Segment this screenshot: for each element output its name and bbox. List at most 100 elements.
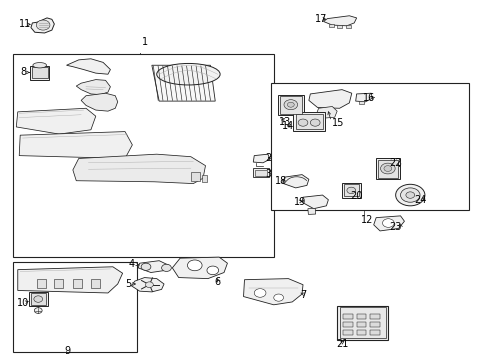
Circle shape [405, 192, 414, 198]
Text: 17: 17 [314, 14, 326, 24]
Circle shape [383, 166, 391, 171]
Bar [345, 25, 350, 28]
Bar [32, 67, 47, 78]
Bar [356, 314, 366, 319]
Text: 2: 2 [265, 153, 271, 163]
Polygon shape [138, 261, 168, 273]
Polygon shape [66, 59, 110, 74]
Circle shape [382, 219, 393, 227]
Text: 4: 4 [128, 259, 134, 269]
Ellipse shape [157, 63, 220, 85]
Ellipse shape [33, 63, 46, 68]
Polygon shape [355, 93, 371, 102]
Bar [29, 292, 47, 306]
Circle shape [284, 100, 297, 110]
Bar [342, 329, 352, 335]
Bar [356, 329, 366, 335]
Polygon shape [31, 18, 54, 33]
Polygon shape [302, 195, 328, 209]
Text: 12: 12 [360, 215, 372, 225]
Polygon shape [253, 154, 269, 163]
Bar [271, 83, 468, 211]
Polygon shape [16, 108, 96, 134]
Bar [13, 262, 137, 352]
Text: 20: 20 [349, 191, 362, 201]
Circle shape [380, 163, 394, 174]
Bar [341, 183, 360, 198]
Bar [277, 95, 304, 116]
Bar [369, 321, 379, 327]
Text: 24: 24 [414, 195, 426, 205]
Bar [369, 329, 379, 335]
Text: 19: 19 [294, 197, 306, 207]
Text: 11: 11 [19, 19, 31, 30]
Bar [37, 279, 46, 288]
Text: 10: 10 [17, 298, 29, 308]
Bar [91, 279, 100, 288]
Polygon shape [373, 216, 404, 231]
Polygon shape [76, 80, 110, 95]
Polygon shape [308, 90, 351, 108]
Text: 14: 14 [282, 121, 294, 131]
Polygon shape [172, 257, 227, 279]
Polygon shape [18, 267, 122, 293]
Bar [253, 168, 268, 177]
Circle shape [400, 188, 419, 202]
Text: 16: 16 [362, 93, 374, 103]
Polygon shape [152, 65, 215, 101]
Polygon shape [307, 208, 315, 215]
Circle shape [273, 294, 283, 301]
Polygon shape [316, 107, 336, 118]
Text: 3: 3 [265, 168, 271, 179]
Polygon shape [81, 93, 118, 111]
Bar [295, 114, 322, 129]
Circle shape [346, 187, 355, 194]
Bar [293, 112, 325, 131]
Text: 13: 13 [278, 117, 290, 127]
Text: 9: 9 [64, 346, 70, 356]
Bar [30, 66, 49, 80]
Bar [339, 307, 385, 338]
Bar [280, 96, 302, 114]
Polygon shape [323, 16, 356, 26]
Polygon shape [131, 278, 163, 292]
Bar [375, 158, 399, 179]
Text: 1: 1 [142, 37, 148, 47]
Text: 7: 7 [300, 290, 306, 300]
Circle shape [145, 282, 153, 288]
Circle shape [395, 184, 424, 206]
Circle shape [141, 263, 151, 270]
Bar [54, 279, 63, 288]
Circle shape [298, 119, 307, 126]
Text: 22: 22 [388, 158, 401, 168]
Text: 5: 5 [125, 279, 131, 289]
Text: 8: 8 [20, 67, 26, 77]
Bar [342, 321, 352, 327]
Text: 18: 18 [275, 176, 287, 186]
Circle shape [187, 260, 202, 271]
Circle shape [206, 266, 218, 275]
Bar [255, 170, 266, 176]
Bar [369, 314, 379, 319]
Polygon shape [73, 154, 205, 184]
Bar [31, 293, 45, 305]
Bar [13, 54, 273, 257]
Circle shape [287, 102, 294, 107]
Circle shape [34, 308, 42, 314]
Circle shape [254, 289, 265, 297]
Bar [201, 175, 207, 182]
Text: 23: 23 [388, 222, 401, 231]
Bar [358, 101, 364, 104]
Text: 15: 15 [331, 118, 344, 128]
Bar [377, 160, 397, 178]
Bar [190, 172, 199, 181]
Bar [73, 279, 81, 288]
Bar [336, 306, 387, 339]
Bar [328, 24, 333, 27]
Text: 21: 21 [335, 339, 348, 349]
Bar [343, 184, 358, 197]
Text: 6: 6 [214, 277, 220, 287]
Circle shape [161, 264, 171, 271]
Bar [336, 25, 341, 28]
Polygon shape [283, 175, 308, 188]
